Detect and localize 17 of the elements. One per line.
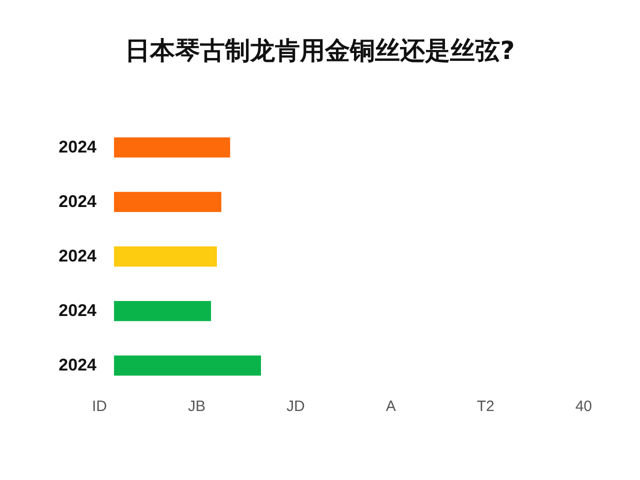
bar — [114, 300, 212, 322]
y-tick-label: 2024 — [58, 356, 98, 375]
bar — [114, 355, 261, 376]
bar — [114, 137, 230, 158]
text: T2 — [476, 398, 494, 415]
bar — [114, 246, 217, 267]
y-tick-label: 2024 — [58, 246, 98, 266]
y-tick-label: 2024 — [58, 301, 98, 320]
y-tick-label: 2024 — [58, 137, 98, 156]
text: ID — [92, 398, 107, 415]
bar — [114, 192, 222, 212]
text: JD — [286, 398, 305, 415]
y-tick-label: 2024 — [58, 192, 98, 211]
text: 40 — [575, 398, 592, 415]
text: JB — [188, 398, 206, 415]
text: 日本琴古制龙肯用金铜丝还是丝弦? — [124, 35, 516, 67]
text: A — [386, 398, 396, 415]
